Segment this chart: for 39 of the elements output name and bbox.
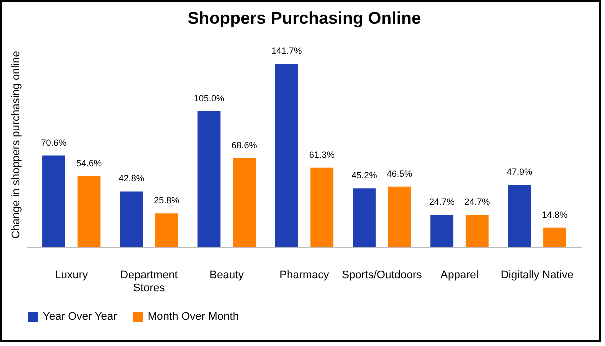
data-label: 47.9%	[506, 167, 532, 178]
bar	[388, 186, 412, 247]
bar	[78, 176, 101, 247]
data-label: 24.7%	[429, 197, 455, 208]
bar	[430, 215, 454, 247]
x-tick-label: Department Stores	[120, 270, 178, 294]
bar	[353, 188, 376, 247]
bar	[233, 158, 256, 247]
bar	[42, 156, 66, 247]
chart-title: Shoppers Purchasing Online	[188, 9, 422, 28]
bar	[466, 215, 489, 247]
x-tick-label: Apparel	[440, 270, 479, 282]
data-label: 45.2%	[352, 170, 378, 181]
bar	[508, 185, 532, 247]
data-label: 61.3%	[309, 150, 335, 160]
y-axis-title: Change in shoppers purchasing online	[10, 51, 22, 239]
bar	[544, 228, 566, 247]
data-label: 54.6%	[76, 158, 102, 168]
bar	[155, 214, 178, 247]
data-label: 105.0%	[194, 93, 224, 104]
legend-label: Year Over Year	[43, 311, 118, 323]
data-label: 70.6%	[41, 138, 67, 148]
bar	[120, 192, 144, 247]
data-label: 25.8%	[154, 196, 180, 206]
data-label: 46.5%	[387, 168, 413, 179]
x-tick-label: Pharmacy	[280, 270, 330, 282]
x-tick-label: Luxury	[55, 270, 89, 282]
x-tick-label: Sports/Outdoors	[342, 270, 423, 282]
data-label: 24.7%	[464, 197, 490, 208]
x-tick-label: Digitally Native	[500, 270, 574, 282]
data-label: 68.6%	[232, 140, 258, 150]
bar	[198, 111, 221, 247]
x-tick-label: Beauty	[210, 270, 244, 282]
bar	[310, 168, 334, 247]
data-label: 42.8%	[118, 174, 144, 184]
bar	[275, 64, 298, 247]
data-label: 141.7%	[272, 46, 302, 56]
legend-label: Month Over Month	[148, 311, 240, 323]
data-label: 14.8%	[542, 210, 568, 220]
